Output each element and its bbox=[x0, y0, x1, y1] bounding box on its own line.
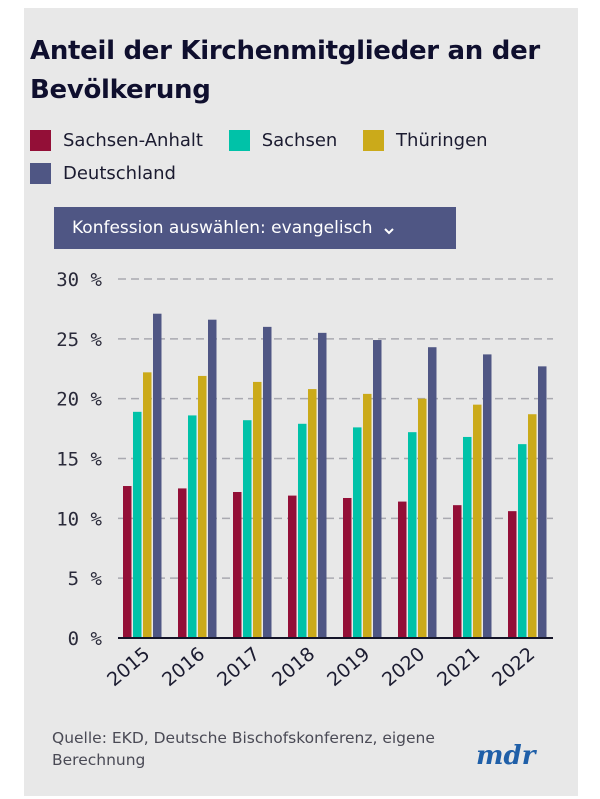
legend-swatch bbox=[30, 163, 51, 184]
y-tick-label: 25 % bbox=[56, 329, 102, 351]
bar-deutschland-2015[interactable] bbox=[153, 313, 162, 638]
bar-chart: 0 %5 %10 %15 %20 %25 %30 % 2015 2016 2017 2… bbox=[56, 269, 553, 691]
source-note: Quelle: EKD, Deutsche Bischofskonferenz,… bbox=[52, 729, 435, 769]
x-tick-label: 2017 bbox=[213, 643, 264, 691]
bar-deutschland-2022[interactable] bbox=[538, 366, 547, 638]
bar-sachsen-2015[interactable] bbox=[133, 411, 142, 638]
legend-label: Deutschland bbox=[63, 163, 176, 184]
chevron-down-icon bbox=[383, 222, 395, 235]
bar-sachsen-anhalt-2020[interactable] bbox=[398, 501, 407, 638]
x-tick-label: 2020 bbox=[378, 643, 429, 691]
x-axis-ticks: 2015 2016 2017 2018 2019 2020 2021 2022 bbox=[103, 643, 539, 691]
gridlines: 0 % 5 % 10 % 15 % 20 % 25 % 30 % bbox=[56, 269, 553, 650]
bar-th-ringen-2019[interactable] bbox=[363, 393, 372, 638]
dropdown-label: Konfession auswählen: evangelisch bbox=[72, 218, 373, 238]
bar-th-ringen-2016[interactable] bbox=[198, 375, 207, 638]
bar-sachsen-anhalt-2018[interactable] bbox=[288, 495, 297, 638]
bar-deutschland-2017[interactable] bbox=[263, 326, 272, 638]
bar-deutschland-2018[interactable] bbox=[318, 332, 327, 638]
x-tick-label: 2021 bbox=[433, 643, 484, 691]
x-tick-label: 2022 bbox=[488, 643, 539, 691]
legend-item-sachsen[interactable]: Sachsen bbox=[228, 124, 338, 157]
legend-label: Thüringen bbox=[396, 130, 488, 151]
bar-sachsen-2017[interactable] bbox=[243, 420, 252, 638]
bar-th-ringen-2015[interactable] bbox=[143, 372, 152, 638]
legend-label: Sachsen-Anhalt bbox=[63, 130, 203, 151]
bar-th-ringen-2017[interactable] bbox=[253, 381, 262, 638]
legend-item-deutschland[interactable]: Deutschland bbox=[30, 157, 176, 190]
x-tick-label: 2018 bbox=[268, 643, 319, 691]
confession-dropdown[interactable]: Konfession auswählen: evangelisch bbox=[54, 207, 456, 249]
bar-deutschland-2019[interactable] bbox=[373, 340, 382, 638]
bar-sachsen-2022[interactable] bbox=[518, 444, 527, 638]
x-tick-label: 2015 bbox=[103, 643, 154, 691]
bar-sachsen-2020[interactable] bbox=[408, 432, 417, 638]
bar-sachsen-anhalt-2017[interactable] bbox=[233, 492, 242, 638]
chart-title: Anteil der Kirchenmitglieder an der Bevö… bbox=[30, 36, 540, 105]
legend-swatch bbox=[228, 130, 250, 151]
bar-sachsen-2019[interactable] bbox=[353, 427, 362, 638]
bar-th-ringen-2020[interactable] bbox=[418, 398, 427, 638]
bar-deutschland-2020[interactable] bbox=[428, 347, 437, 638]
bar-sachsen-2018[interactable] bbox=[298, 423, 307, 638]
y-tick-label: 10 % bbox=[56, 508, 102, 530]
bar-sachsen-anhalt-2022[interactable] bbox=[508, 511, 517, 638]
bar-th-ringen-2018[interactable] bbox=[308, 389, 317, 638]
legend-item-sachsen-anhalt[interactable]: Sachsen-Anhalt bbox=[30, 124, 203, 157]
legend-swatch bbox=[363, 130, 385, 151]
bar-sachsen-anhalt-2015[interactable] bbox=[123, 486, 132, 638]
legend-swatch bbox=[30, 130, 51, 151]
bar-sachsen-anhalt-2019[interactable] bbox=[343, 497, 352, 638]
legend-label: Sachsen bbox=[261, 130, 338, 151]
bar-th-ringen-2022[interactable] bbox=[528, 414, 537, 638]
bar-th-ringen-2021[interactable] bbox=[473, 404, 482, 638]
bar-sachsen-2016[interactable] bbox=[188, 415, 197, 638]
y-tick-label: 15 % bbox=[56, 449, 102, 471]
bar-sachsen-2021[interactable] bbox=[463, 436, 472, 638]
y-tick-label: 20 % bbox=[56, 389, 102, 411]
y-tick-label: 30 % bbox=[56, 269, 102, 291]
mdr-logo: mdr bbox=[476, 742, 538, 770]
legend: Sachsen-Anhalt Sachsen Thüringen Deutsch… bbox=[30, 124, 550, 190]
bar-deutschland-2016[interactable] bbox=[208, 319, 217, 638]
logo-text: mdr bbox=[476, 742, 538, 770]
y-tick-label: 5 % bbox=[68, 568, 103, 590]
bar-sachsen-anhalt-2016[interactable] bbox=[178, 488, 187, 638]
x-tick-label: 2016 bbox=[158, 643, 209, 691]
y-tick-label: 0 % bbox=[68, 628, 103, 650]
bars bbox=[123, 313, 547, 638]
x-tick-label: 2019 bbox=[323, 643, 374, 691]
bar-sachsen-anhalt-2021[interactable] bbox=[453, 505, 462, 638]
bar-deutschland-2021[interactable] bbox=[483, 354, 492, 638]
legend-item-thueringen[interactable]: Thüringen bbox=[363, 124, 488, 157]
